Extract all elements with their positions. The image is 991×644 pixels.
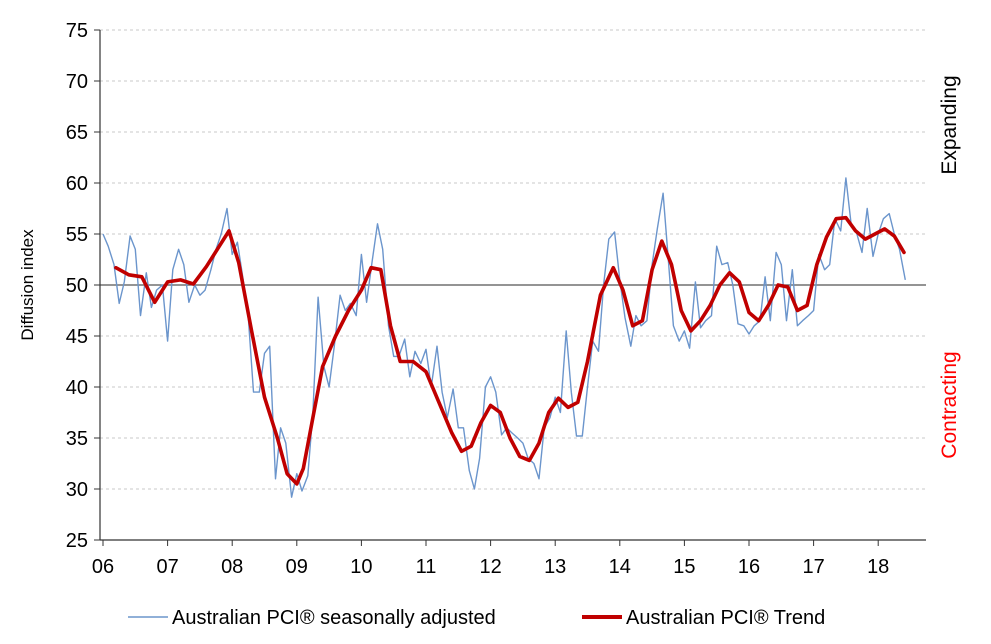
x-tick-label: 10 (350, 556, 372, 578)
y-tick-label: 55 (66, 224, 88, 246)
y-tick-label: 30 (66, 479, 88, 501)
annotation-contracting: Contracting (938, 351, 961, 458)
x-tick-label: 17 (802, 556, 824, 578)
x-tick-label: 18 (867, 556, 889, 578)
annotation-expanding: Expanding (938, 75, 961, 174)
y-tick-label: 40 (66, 377, 88, 399)
y-tick-label: 65 (66, 122, 88, 144)
x-tick-label: 16 (738, 556, 760, 578)
x-tick-label: 12 (479, 556, 501, 578)
gridlines (100, 29, 926, 490)
y-tick-label: 60 (66, 173, 88, 195)
legend-label-trend: Australian PCI® Trend (626, 607, 825, 629)
series-line-seasonally-adjusted (102, 177, 906, 498)
y-tick-label: 45 (66, 326, 88, 348)
legend: Australian PCI® seasonally adjusted Aust… (128, 607, 825, 629)
y-tick-label: 70 (66, 71, 88, 93)
y-tick-label: 35 (66, 428, 88, 450)
x-tick-label: 14 (609, 556, 631, 578)
x-tick-label: 13 (544, 556, 566, 578)
x-tick-label: 06 (92, 556, 114, 578)
y-axis-title: Diffusion index (18, 229, 37, 341)
y-axis-ticks: 25 30 35 40 45 50 55 60 65 70 75 (66, 20, 100, 552)
x-tick-label: 15 (673, 556, 695, 578)
y-tick-label: 25 (66, 530, 88, 552)
series-line-trend (114, 215, 906, 486)
x-tick-label: 11 (416, 556, 437, 578)
x-tick-label: 09 (286, 556, 308, 578)
y-tick-label: 75 (66, 20, 88, 42)
x-axis-ticks: 06 07 08 09 10 11 12 13 14 15 16 17 18 (92, 540, 889, 578)
legend-label-seasonally-adjusted: Australian PCI® seasonally adjusted (172, 607, 496, 629)
x-tick-label: 08 (221, 556, 243, 578)
x-tick-label: 07 (156, 556, 178, 578)
y-tick-label: 50 (66, 275, 88, 297)
data-points (102, 177, 907, 499)
